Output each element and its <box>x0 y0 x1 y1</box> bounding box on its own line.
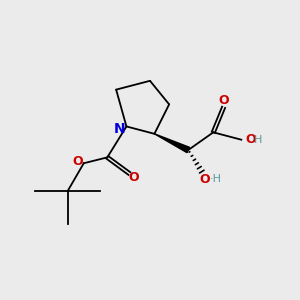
Text: N: N <box>114 122 126 136</box>
Text: O: O <box>218 94 229 107</box>
Text: O: O <box>128 172 139 184</box>
Text: O: O <box>245 133 256 146</box>
Text: H: H <box>254 135 262 145</box>
Text: O: O <box>72 155 83 168</box>
Text: ·H: ·H <box>209 174 221 184</box>
Polygon shape <box>154 134 190 153</box>
Text: O: O <box>199 173 210 186</box>
